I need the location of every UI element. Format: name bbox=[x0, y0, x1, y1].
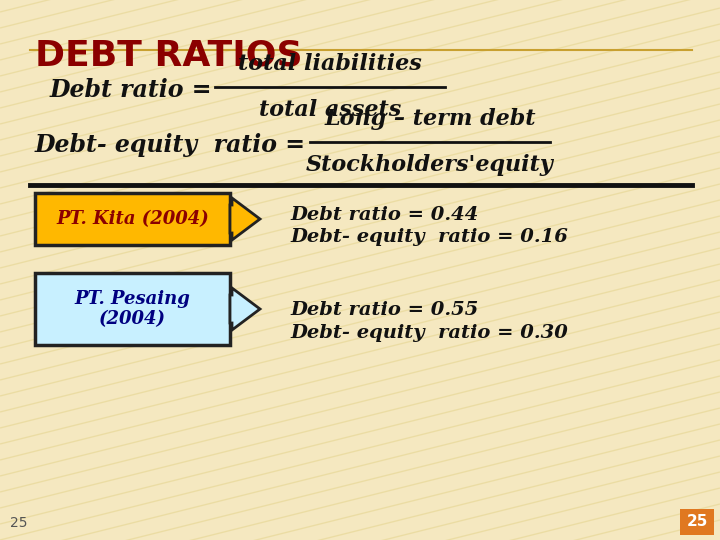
Text: Stockholders'equity: Stockholders'equity bbox=[306, 154, 554, 176]
FancyArrow shape bbox=[230, 288, 260, 330]
Text: PT. Pesaing
(2004): PT. Pesaing (2004) bbox=[75, 289, 190, 328]
Text: Debt ratio = 0.44: Debt ratio = 0.44 bbox=[290, 206, 478, 224]
Text: Debt- equity  ratio = 0.16: Debt- equity ratio = 0.16 bbox=[290, 228, 568, 246]
FancyArrow shape bbox=[230, 198, 260, 240]
Text: Debt- equity  ratio = 0.30: Debt- equity ratio = 0.30 bbox=[290, 324, 568, 342]
Text: Debt ratio =: Debt ratio = bbox=[50, 78, 212, 102]
Text: 25: 25 bbox=[686, 515, 708, 530]
Text: Long – term debt: Long – term debt bbox=[324, 108, 536, 130]
Text: total liabilities: total liabilities bbox=[238, 53, 422, 75]
FancyBboxPatch shape bbox=[680, 509, 714, 535]
Text: Debt ratio = 0.55: Debt ratio = 0.55 bbox=[290, 301, 478, 319]
Text: Debt- equity  ratio =: Debt- equity ratio = bbox=[35, 133, 306, 157]
Text: total assets: total assets bbox=[259, 99, 401, 121]
FancyBboxPatch shape bbox=[35, 273, 230, 345]
Text: PT. Kita (2004): PT. Kita (2004) bbox=[56, 210, 209, 228]
FancyBboxPatch shape bbox=[35, 193, 230, 245]
Text: 25: 25 bbox=[10, 516, 27, 530]
Text: DEBT RATIOS: DEBT RATIOS bbox=[35, 38, 302, 72]
